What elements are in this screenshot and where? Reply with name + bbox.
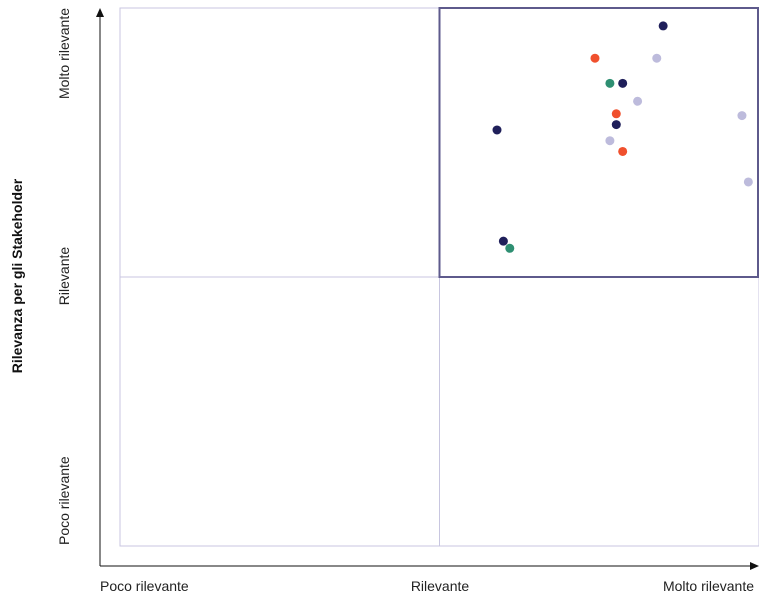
data-point xyxy=(652,53,662,63)
data-points xyxy=(492,21,753,253)
data-point xyxy=(743,177,753,187)
data-point xyxy=(605,78,615,88)
x-tick-labels: Poco rilevante Rilevante Molto rilevante xyxy=(100,578,754,594)
x-tick-label-low: Poco rilevante xyxy=(100,578,189,594)
data-point xyxy=(618,78,628,88)
y-tick-label-high: Molto rilevante xyxy=(56,8,72,99)
y-axis-arrow-icon xyxy=(96,8,104,17)
y-tick-labels: Poco rilevante Rilevante Molto rilevante xyxy=(56,8,72,545)
data-point xyxy=(611,120,621,130)
axes xyxy=(96,8,759,570)
data-point xyxy=(611,109,621,119)
data-point xyxy=(633,96,643,106)
x-axis-arrow-icon xyxy=(750,562,759,570)
data-point xyxy=(737,111,747,121)
y-axis-title: Rilevanza per gli Stakeholder xyxy=(9,178,25,373)
y-tick-label-low: Poco rilevante xyxy=(56,456,72,545)
grid xyxy=(119,7,759,547)
data-point xyxy=(590,53,600,63)
y-tick-label-mid: Rilevante xyxy=(56,247,72,306)
data-point xyxy=(505,243,515,253)
data-point xyxy=(492,125,502,135)
data-point xyxy=(498,236,508,246)
x-tick-label-high: Molto rilevante xyxy=(663,578,754,594)
data-point xyxy=(618,146,628,156)
data-point xyxy=(605,136,615,146)
x-tick-label-mid: Rilevante xyxy=(411,578,470,594)
data-point xyxy=(658,21,668,31)
highlight-quadrant xyxy=(438,7,759,278)
